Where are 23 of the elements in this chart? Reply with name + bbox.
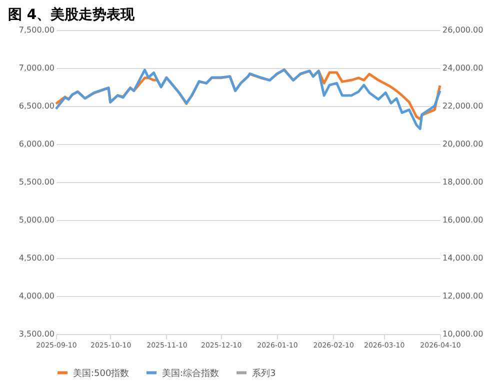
y-tick-label: 5,000.00 [18,216,54,224]
y2-tick-label: 18,000.00 [442,178,484,186]
y2-tick-label: 14,000.00 [442,254,484,262]
line-series [54,68,442,130]
y-tick-label: 3,500.00 [18,330,54,338]
legend-label: 美国:500指数 [73,368,130,379]
y-tick-label: 7,500.00 [18,26,54,34]
chart-title: 图 4、美股走势表现 [8,6,136,23]
legend-label: 系列3 [252,368,276,379]
y-tick-label: 5,500.00 [18,178,54,186]
y-tick-label: 7,000.00 [18,64,54,72]
y-tick-label: 4,000.00 [18,292,54,300]
y-tick-label: 6,000.00 [18,140,54,148]
y2-tick-label: 10,000.00 [442,330,484,338]
y2-tick-label: 12,000.00 [442,292,484,300]
y2-tick-label: 24,000.00 [442,64,484,72]
y2-tick-label: 16,000.00 [442,216,484,224]
y-tick-label: 4,500.00 [18,254,54,262]
y-tick-label: 6,500.00 [18,102,54,110]
y2-tick-label: 26,000.00 [442,26,484,34]
y2-tick-label: 22,000.00 [442,102,484,110]
y2-tick-label: 20,000.00 [442,140,484,148]
legend-label: 美国:综合指数 [162,368,220,379]
